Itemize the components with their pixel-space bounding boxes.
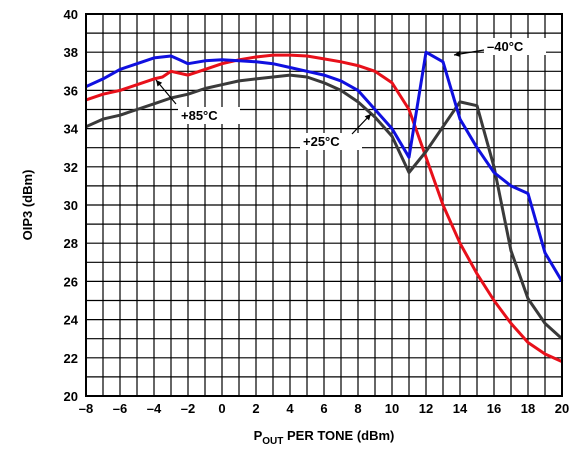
plot-frame [85, 13, 563, 397]
y-tick-label: 30 [64, 198, 78, 213]
annotation-arrowhead [364, 114, 371, 121]
y-tick-label: 32 [64, 160, 78, 175]
annotation-arrowhead [156, 80, 163, 87]
annotation-label: –40°C [487, 39, 524, 54]
y-tick-label: 22 [64, 351, 78, 366]
y-tick-label: 36 [64, 83, 78, 98]
annotation-background [300, 133, 362, 150]
x-axis-title-subscript: OUT [262, 436, 283, 447]
x-tick-label: 0 [218, 401, 225, 416]
x-tick-label: 4 [286, 401, 294, 416]
x-tick-label: 2 [252, 401, 259, 416]
x-tick-label: 18 [521, 401, 535, 416]
x-tick-label: 12 [419, 401, 433, 416]
x-tick-label: –6 [113, 401, 127, 416]
y-axis-title: OIP3 (dBm) [20, 170, 35, 241]
x-tick-label: –2 [181, 401, 195, 416]
x-tick-labels: –8 –6 –4 –2 0 2 4 6 8 10 12 14 16 18 20 [79, 401, 569, 416]
y-tick-label: 28 [64, 236, 78, 251]
x-axis-title-main: P [254, 428, 263, 443]
x-tick-label: 6 [320, 401, 327, 416]
series-line [85, 73, 564, 340]
y-tick-label: 24 [64, 313, 79, 328]
annotation-label: +25°C [303, 134, 340, 149]
annotation-background [178, 107, 240, 124]
x-tick-label: –4 [147, 401, 162, 416]
annotations: +85°C +25°C –40°C [155, 38, 546, 150]
y-tick-labels: 20 22 24 26 28 30 32 34 36 38 40 [64, 7, 79, 404]
series-lines [85, 50, 564, 363]
y-tick-label: 20 [64, 389, 78, 404]
y-tick-label: 26 [64, 274, 78, 289]
x-tick-label: 20 [555, 401, 569, 416]
annotation-arrowhead [454, 51, 461, 57]
x-axis-title-rest: PER TONE (dBm) [283, 428, 394, 443]
x-axis-title: POUT PER TONE (dBm) [254, 428, 395, 447]
series-line [85, 50, 564, 283]
x-tick-label: 10 [385, 401, 399, 416]
y-tick-label: 38 [64, 45, 78, 60]
series-line [85, 53, 563, 363]
y-tick-label: 40 [64, 7, 78, 22]
x-tick-label: 14 [453, 401, 468, 416]
annotation-label: +85°C [181, 108, 218, 123]
x-tick-label: –8 [79, 401, 93, 416]
annotation-background [484, 38, 546, 55]
grid [86, 14, 562, 396]
x-tick-label: 8 [354, 401, 361, 416]
y-tick-label: 34 [64, 122, 79, 137]
x-tick-label: 16 [487, 401, 501, 416]
